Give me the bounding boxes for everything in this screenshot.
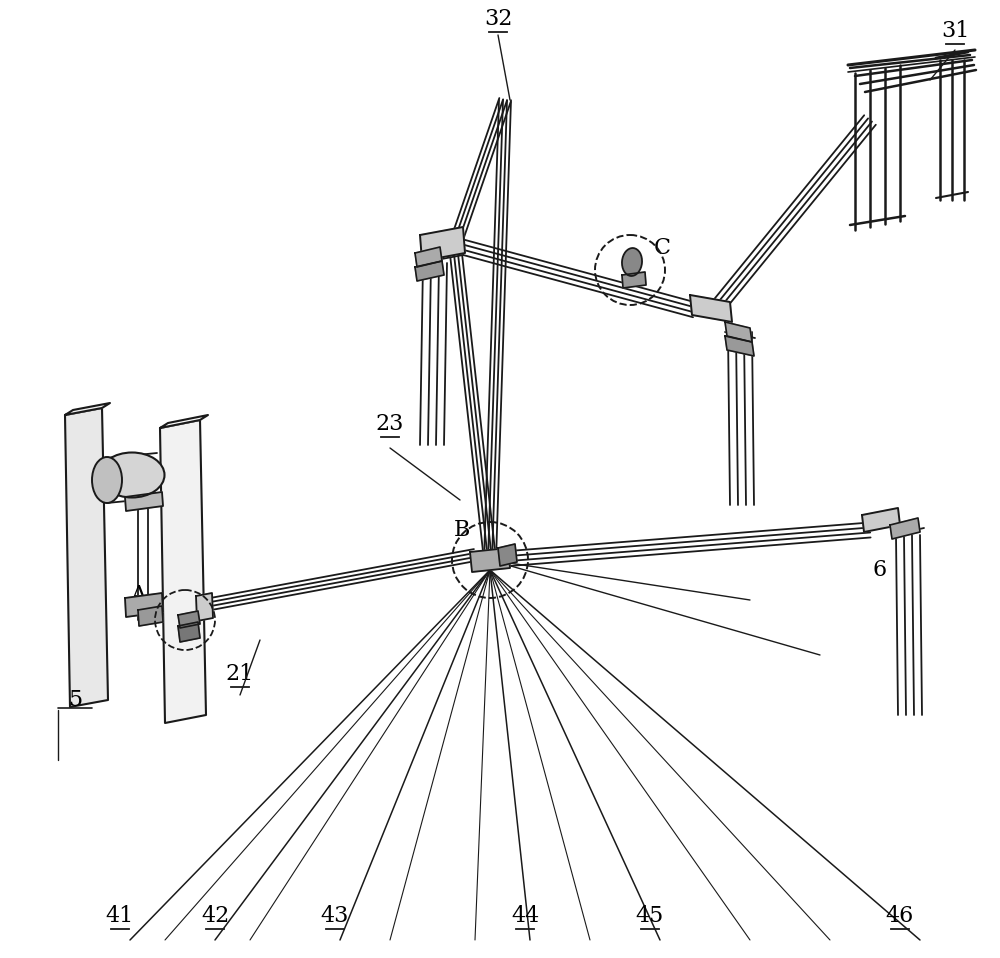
Polygon shape: [690, 295, 732, 322]
Polygon shape: [65, 408, 108, 707]
Polygon shape: [470, 548, 510, 572]
Text: 21: 21: [226, 663, 254, 685]
Polygon shape: [890, 518, 920, 539]
Polygon shape: [196, 593, 213, 621]
Ellipse shape: [92, 457, 122, 503]
Text: 6: 6: [873, 559, 887, 581]
Text: 44: 44: [511, 905, 539, 927]
Polygon shape: [862, 508, 900, 532]
Polygon shape: [415, 261, 444, 281]
Polygon shape: [125, 492, 163, 511]
Polygon shape: [725, 336, 754, 356]
Polygon shape: [622, 272, 646, 288]
Polygon shape: [725, 322, 752, 342]
Polygon shape: [160, 420, 206, 723]
Text: B: B: [454, 519, 470, 541]
Polygon shape: [125, 593, 163, 617]
Polygon shape: [178, 611, 200, 628]
Polygon shape: [138, 606, 163, 626]
Text: 31: 31: [941, 20, 969, 42]
Text: C: C: [654, 237, 670, 259]
Ellipse shape: [622, 248, 642, 276]
Polygon shape: [65, 403, 110, 415]
Text: 5: 5: [68, 689, 82, 711]
Polygon shape: [420, 227, 465, 261]
Text: 46: 46: [886, 905, 914, 927]
Ellipse shape: [100, 452, 164, 497]
Polygon shape: [178, 622, 200, 642]
Polygon shape: [160, 415, 208, 428]
Text: 41: 41: [106, 905, 134, 927]
Text: 42: 42: [201, 905, 229, 927]
Text: 43: 43: [321, 905, 349, 927]
Text: 45: 45: [636, 905, 664, 927]
Polygon shape: [498, 544, 517, 566]
Text: 23: 23: [376, 413, 404, 435]
Polygon shape: [415, 247, 442, 267]
Text: A: A: [130, 584, 146, 606]
Text: 32: 32: [484, 8, 512, 30]
